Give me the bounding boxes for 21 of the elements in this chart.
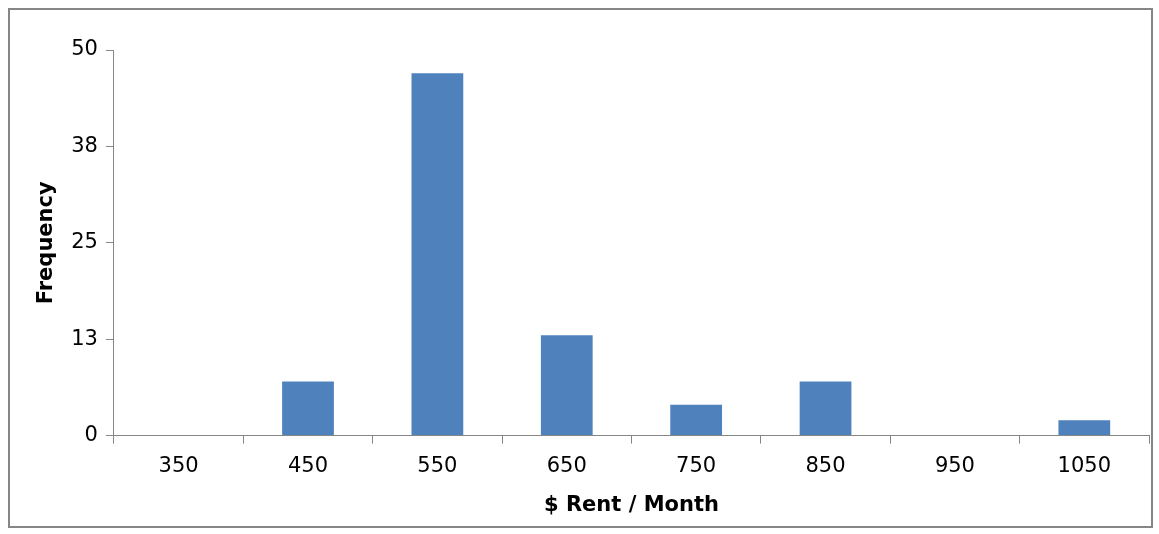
x-tick-label: 450 [287,452,329,477]
x-tick-label: 950 [934,452,975,477]
bar [1058,420,1111,436]
x-tick-label: 650 [546,452,587,477]
x-axis-title: $ Rent / Month [544,491,719,516]
bar [670,404,723,436]
y-axis-title: Frequency [33,181,58,305]
x-tick-label: 850 [805,452,846,477]
y-tick-label: 0 [84,422,98,447]
y-tick-label: 25 [71,229,98,254]
x-tick-label: 1050 [1057,452,1112,477]
y-tick-label: 13 [71,325,98,350]
bar [799,381,852,436]
bar [411,73,464,436]
x-tick-label: 350 [158,452,199,477]
bar [282,381,334,436]
y-tick-label: 50 [71,36,98,61]
x-tick-label: 750 [676,452,717,477]
y-tick-label: 38 [71,132,98,157]
bar [540,335,593,436]
x-tick-label: 550 [417,452,458,477]
